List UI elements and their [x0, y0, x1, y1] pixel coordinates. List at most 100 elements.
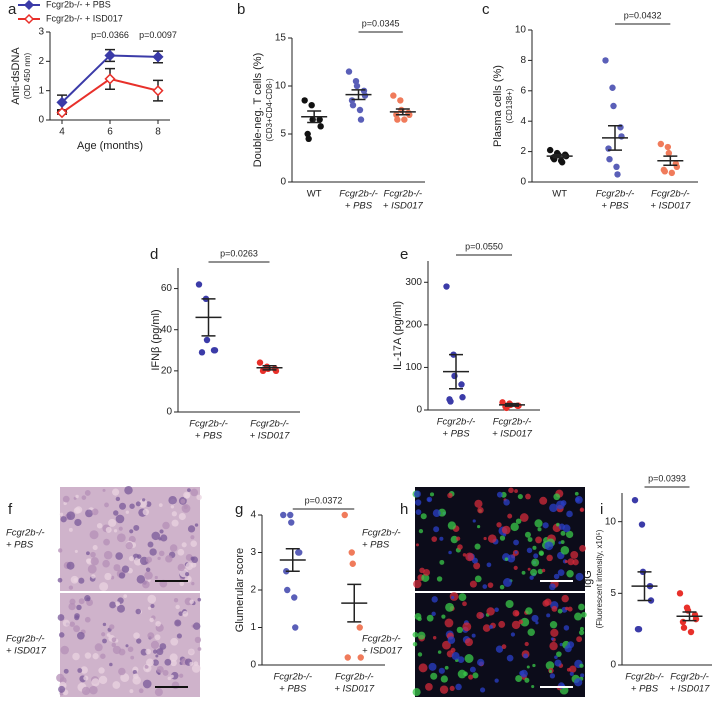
panel-letter: i	[600, 501, 603, 518]
data-point	[348, 549, 355, 556]
micrograph-texture	[477, 525, 481, 529]
micrograph-texture	[578, 603, 585, 611]
micrograph-texture	[559, 642, 563, 647]
micrograph-texture	[444, 618, 454, 628]
data-point	[308, 102, 315, 109]
micrograph-texture	[534, 519, 543, 528]
micrograph-texture	[511, 620, 521, 630]
micrograph-texture	[174, 619, 182, 627]
micrograph-texture	[115, 514, 125, 524]
micrograph-texture	[565, 530, 574, 539]
micrograph-texture	[108, 518, 117, 527]
micrograph-texture	[513, 565, 518, 570]
sem-bar	[201, 298, 216, 337]
micrograph-texture	[496, 491, 503, 498]
micrograph-texture	[155, 620, 161, 627]
micrograph-texture	[130, 655, 135, 660]
micrograph-texture	[524, 641, 529, 647]
y-tick-label: 4	[250, 510, 256, 521]
data-point	[635, 625, 643, 633]
micrograph-texture	[62, 619, 70, 627]
micrograph-texture	[76, 631, 85, 640]
micrograph-texture	[494, 607, 499, 612]
micrograph-texture	[182, 610, 189, 617]
data-point	[211, 347, 219, 354]
data-point	[687, 628, 695, 636]
y-tick-label: 40	[161, 324, 173, 335]
micrograph-texture	[190, 540, 197, 547]
data-point	[361, 92, 369, 99]
x-tick-label: Fcgr2b-/-	[273, 672, 312, 683]
micrograph-texture	[531, 614, 539, 622]
micrograph-texture	[508, 487, 514, 494]
micrograph-texture	[529, 575, 534, 580]
micrograph-texture	[178, 611, 184, 616]
micrograph-texture	[520, 617, 530, 627]
micrograph-texture	[566, 510, 573, 518]
y-tick-label: 2	[520, 146, 526, 157]
y-tick-label: 0	[416, 405, 422, 416]
micrograph-texture	[432, 509, 441, 518]
data-point	[198, 349, 206, 356]
data-point	[349, 102, 357, 109]
micrograph-texture	[129, 689, 134, 694]
micrograph-texture	[138, 688, 144, 694]
data-point	[284, 586, 291, 594]
micrograph-texture	[569, 665, 577, 673]
micrograph-texture	[178, 512, 186, 521]
x-tick-label: + ISD017	[650, 201, 691, 212]
micrograph-texture	[119, 502, 127, 510]
micrograph-texture	[154, 634, 161, 641]
micrograph-texture	[86, 551, 90, 556]
micrograph-texture	[100, 653, 106, 659]
y-tick-label: 0	[166, 407, 172, 418]
data-point	[679, 618, 687, 626]
y-tick-label: 300	[405, 277, 422, 288]
micrograph-texture	[158, 537, 162, 541]
micrograph-texture	[564, 560, 568, 564]
x-tick-label: WT	[552, 189, 567, 200]
y-tick-label: 15	[275, 33, 287, 44]
y-axis-sublabel: (Fluorescent intensity, x10⁵)	[595, 529, 604, 628]
y-tick-label: 10	[515, 25, 527, 36]
micrograph-texture	[77, 668, 83, 673]
micrograph-texture	[550, 628, 559, 637]
micrograph-texture	[78, 577, 85, 584]
micrograph-texture	[155, 654, 159, 658]
micrograph-texture	[154, 575, 158, 580]
y-tick-label: 3	[38, 27, 44, 38]
micrograph-texture	[76, 604, 82, 611]
micrograph-texture	[433, 526, 440, 533]
micrograph-texture	[102, 622, 107, 627]
micrograph-texture	[472, 672, 479, 679]
micrograph-texture	[73, 625, 80, 633]
micrograph-texture	[142, 580, 150, 589]
sem-bar	[552, 153, 567, 159]
x-tick-label: WT	[307, 189, 322, 200]
micrograph-texture	[439, 536, 444, 541]
micrograph-texture	[495, 645, 504, 653]
image-label: Fcgr2b-/-	[6, 528, 45, 539]
x-tick-label: Fcgr2b-/-	[250, 419, 289, 430]
micrograph-texture	[84, 490, 91, 496]
micrograph-texture	[551, 605, 558, 612]
micrograph-texture	[440, 675, 448, 683]
y-tick-label: 10	[275, 81, 287, 92]
micrograph-texture	[74, 518, 82, 527]
micrograph-texture	[197, 597, 202, 602]
micrograph-texture	[499, 535, 506, 541]
micrograph-texture	[473, 562, 481, 570]
micrograph-texture	[412, 631, 419, 638]
micrograph-texture	[507, 513, 513, 519]
micrograph-texture	[90, 557, 99, 566]
sem-bar	[505, 402, 519, 407]
micrograph-texture	[458, 593, 467, 602]
micrograph-texture	[177, 563, 185, 572]
micrograph-texture	[129, 503, 135, 509]
legend-marker	[23, 0, 35, 11]
micrograph-texture	[105, 526, 112, 533]
micrograph-texture	[546, 613, 551, 618]
micrograph-texture	[477, 506, 484, 514]
x-tick-label: Fcgr2b-/-	[651, 189, 690, 200]
x-tick-label: + ISD017	[670, 684, 711, 695]
